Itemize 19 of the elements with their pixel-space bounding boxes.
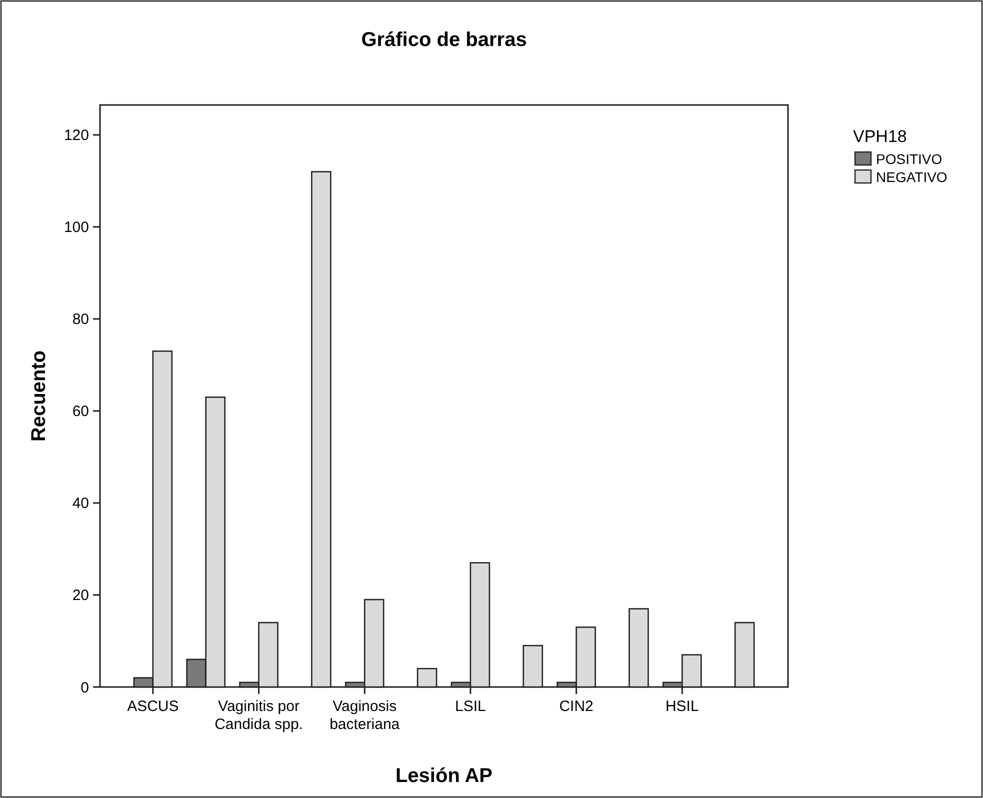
- y-tick-label: 0: [80, 679, 89, 696]
- x-tick-label: ASCUS: [127, 698, 179, 715]
- y-tick-label: 80: [72, 311, 89, 328]
- y-tick-label: 60: [72, 403, 89, 420]
- legend-label: POSITIVO: [876, 150, 942, 167]
- x-tick-label: CIN2: [559, 698, 594, 715]
- y-tick-label: 20: [72, 587, 89, 604]
- x-tick-label: Vaginitis por Candida spp.: [214, 698, 303, 733]
- x-tick-label: Vaginosis bacteriana: [330, 698, 400, 733]
- chart-title: Gráfico de barras: [361, 29, 527, 51]
- legend-title: VPH18: [853, 127, 907, 146]
- x-tick-label: HSIL: [665, 698, 699, 715]
- y-tick-label: 100: [64, 219, 89, 236]
- x-tick-label: LSIL: [455, 698, 486, 715]
- x-axis-title: Lesión AP: [395, 765, 493, 787]
- y-axis-title: Recuento: [28, 350, 50, 442]
- y-tick-label: 40: [72, 495, 89, 512]
- y-tick-label: 120: [64, 127, 89, 144]
- legend-label: NEGATIVO: [876, 168, 948, 185]
